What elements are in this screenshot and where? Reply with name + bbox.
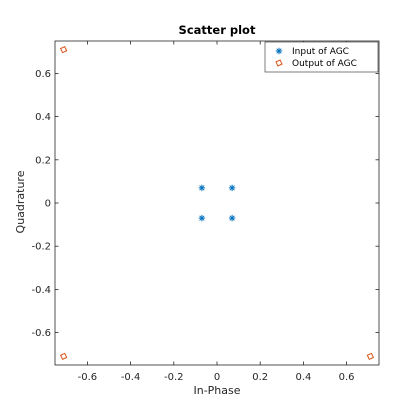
y-tick-label: 0.6 (35, 69, 51, 80)
y-axis-label: Quadrature (14, 170, 27, 233)
x-tick-label: -0.2 (164, 372, 184, 383)
y-tick-label: -0.2 (31, 242, 51, 253)
data-point-series-1 (228, 184, 236, 192)
x-tick-label: 0.2 (252, 372, 268, 383)
x-tick-label: -0.4 (121, 372, 141, 383)
data-point-series-1 (198, 184, 206, 192)
data-point-series-1 (198, 214, 206, 222)
legend-marker (275, 47, 283, 55)
legend-entry: Input of AGC (292, 47, 349, 57)
chart-title: Scatter plot (179, 23, 256, 37)
x-tick-label: 0.6 (339, 372, 355, 383)
x-tick-label: 0 (214, 372, 220, 383)
data-point-series-2 (59, 352, 68, 361)
data-point-series-2 (59, 45, 68, 54)
legend-marker (275, 59, 283, 67)
y-tick-label: 0.2 (35, 155, 51, 166)
data-point-series-1 (228, 214, 236, 222)
y-tick-label: 0 (45, 199, 51, 210)
legend-box (264, 41, 379, 73)
y-tick-label: -0.4 (31, 285, 51, 296)
plot-area (54, 40, 380, 366)
data-point-series-2 (366, 352, 375, 361)
x-axis-label: In-Phase (193, 384, 240, 397)
x-tick-label: 0.4 (295, 372, 311, 383)
x-tick-label: -0.6 (78, 372, 98, 383)
legend-entry: Output of AGC (292, 59, 357, 69)
y-tick-label: -0.6 (31, 328, 51, 339)
y-tick-label: 0.4 (35, 112, 51, 123)
